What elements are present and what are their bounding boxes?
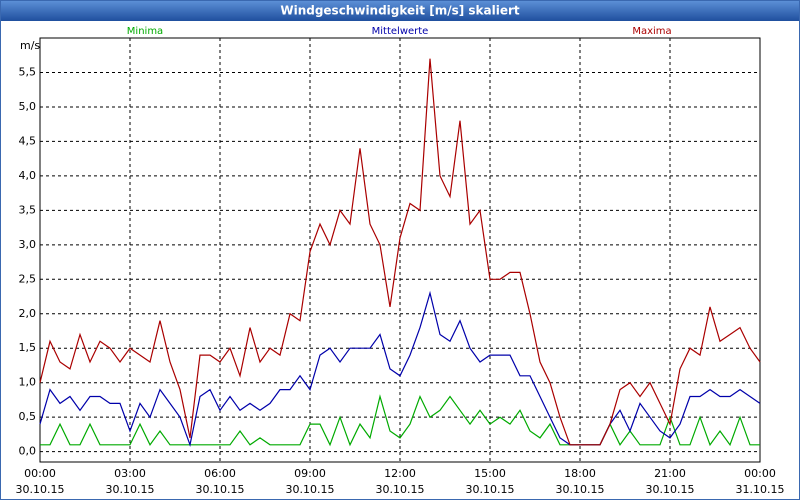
x-tick-label: 15:00: [474, 467, 506, 480]
x-tick-label: 00:00: [744, 467, 776, 480]
x-tick-label: 30.10.15: [376, 483, 425, 496]
y-tick-label: 4,0: [19, 169, 37, 182]
data-line: [39, 58, 761, 446]
x-tick-label: 09:00: [294, 467, 326, 480]
x-tick-label: 18:00: [564, 467, 596, 480]
legend-entry: Maxima: [632, 26, 671, 37]
x-tick-label: 03:00: [114, 467, 146, 480]
x-tick-label: 31.10.15: [736, 483, 785, 496]
data-line: [39, 290, 761, 447]
y-axis-label: m/s: [20, 39, 40, 52]
x-tick-label: 30.10.15: [556, 483, 605, 496]
y-tick-label: 2,5: [19, 272, 37, 285]
x-tick-label: 06:00: [204, 467, 236, 480]
title-bar: [1, 1, 799, 21]
chart-title: Windgeschwindigkeit [m/s] skaliert: [280, 4, 520, 18]
x-tick-label: 00:00: [24, 467, 56, 480]
x-tick-label: 30.10.15: [646, 483, 695, 496]
x-tick-label: 12:00: [384, 467, 416, 480]
legend-entry: Mittelwerte: [372, 26, 429, 37]
x-tick-label: 30.10.15: [106, 483, 155, 496]
y-tick-label: 3,0: [19, 238, 37, 251]
y-tick-label: 2,0: [19, 307, 37, 320]
plot-frame: [39, 37, 761, 463]
legend-entry: Minima: [127, 26, 163, 37]
y-tick-label: 5,5: [19, 65, 37, 78]
y-tick-label: 0,0: [19, 445, 37, 458]
x-tick-label: 30.10.15: [466, 483, 515, 496]
y-tick-label: 0,5: [19, 410, 37, 423]
x-tick-label: 30.10.15: [286, 483, 335, 496]
y-tick-label: 1,0: [19, 376, 37, 389]
x-tick-label: 30.10.15: [16, 483, 65, 496]
y-tick-label: 4,5: [19, 134, 37, 147]
y-tick-label: 1,5: [19, 341, 37, 354]
data-line: [40, 394, 760, 447]
y-tick-label: 5,0: [19, 100, 37, 113]
x-tick-label: 21:00: [654, 467, 686, 480]
x-tick-label: 30.10.15: [196, 483, 245, 496]
y-tick-label: 3,5: [19, 203, 37, 216]
